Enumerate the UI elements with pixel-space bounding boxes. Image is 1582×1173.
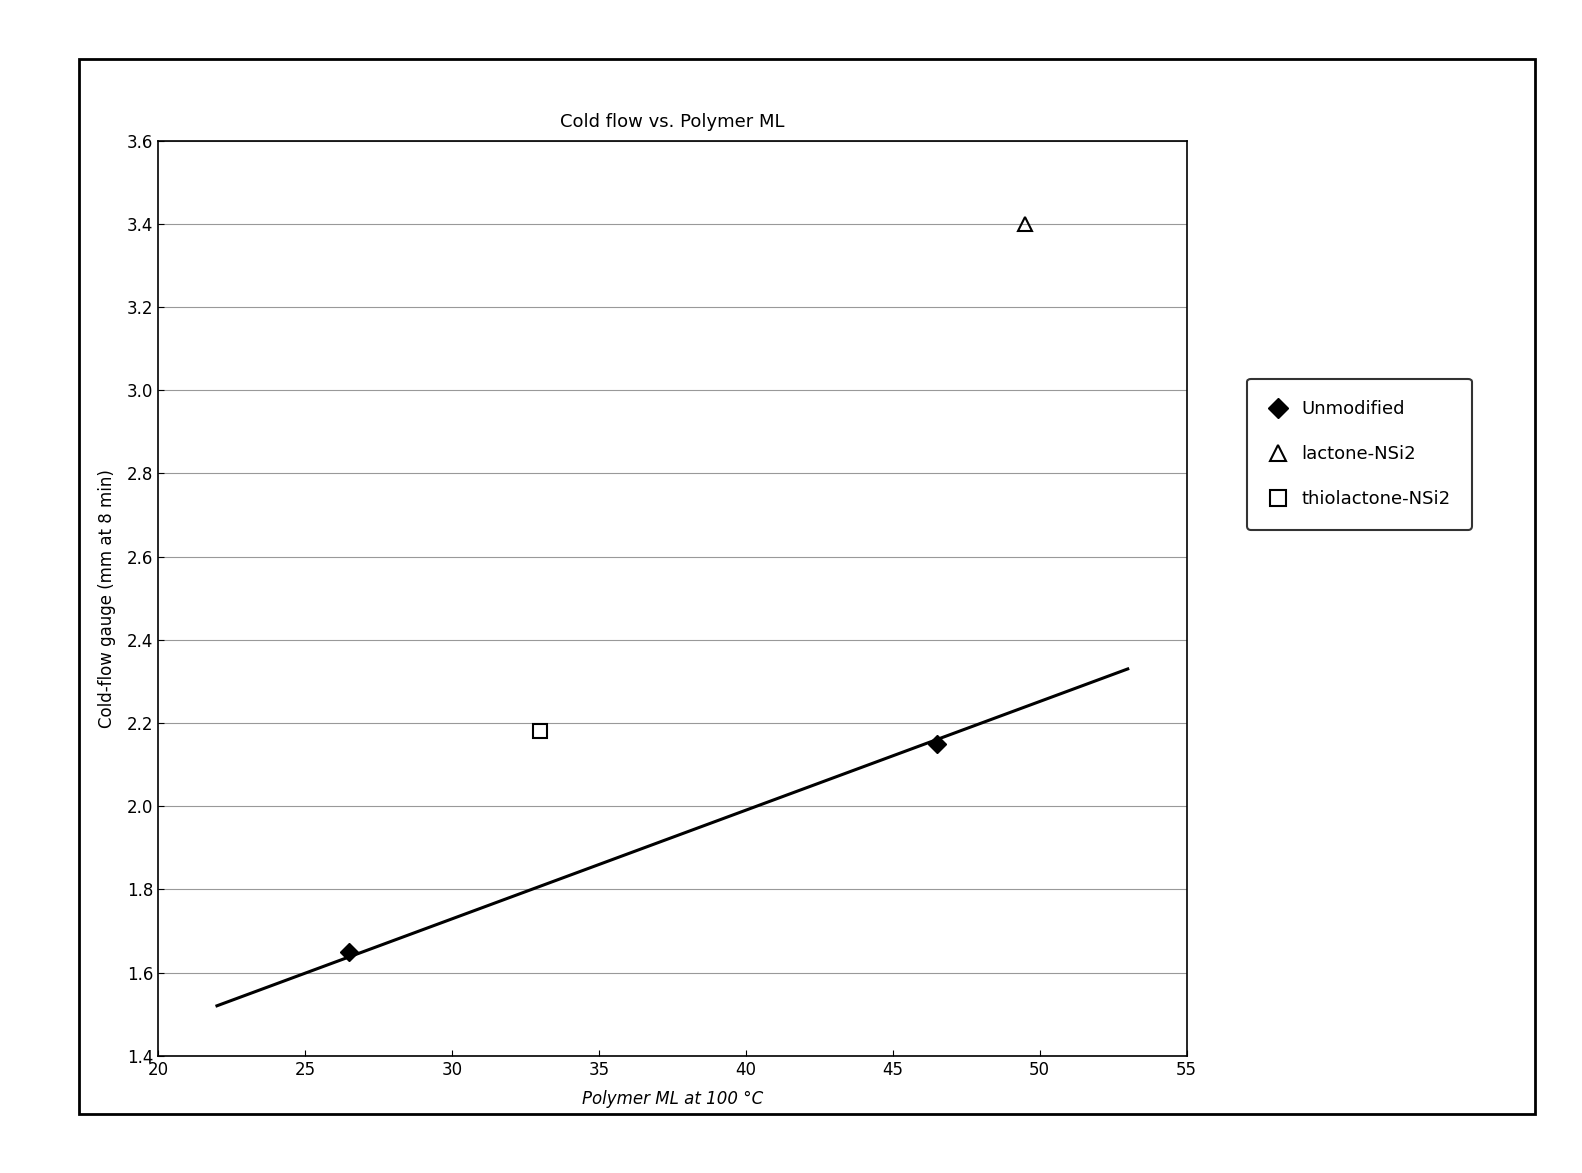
Title: Cold flow vs. Polymer ML: Cold flow vs. Polymer ML — [560, 113, 785, 131]
X-axis label: Polymer ML at 100 °C: Polymer ML at 100 °C — [582, 1090, 763, 1107]
Y-axis label: Cold-flow gauge (mm at 8 min): Cold-flow gauge (mm at 8 min) — [98, 469, 115, 727]
Legend: Unmodified, lactone-NSi2, thiolactone-NSi2: Unmodified, lactone-NSi2, thiolactone-NS… — [1247, 379, 1471, 530]
